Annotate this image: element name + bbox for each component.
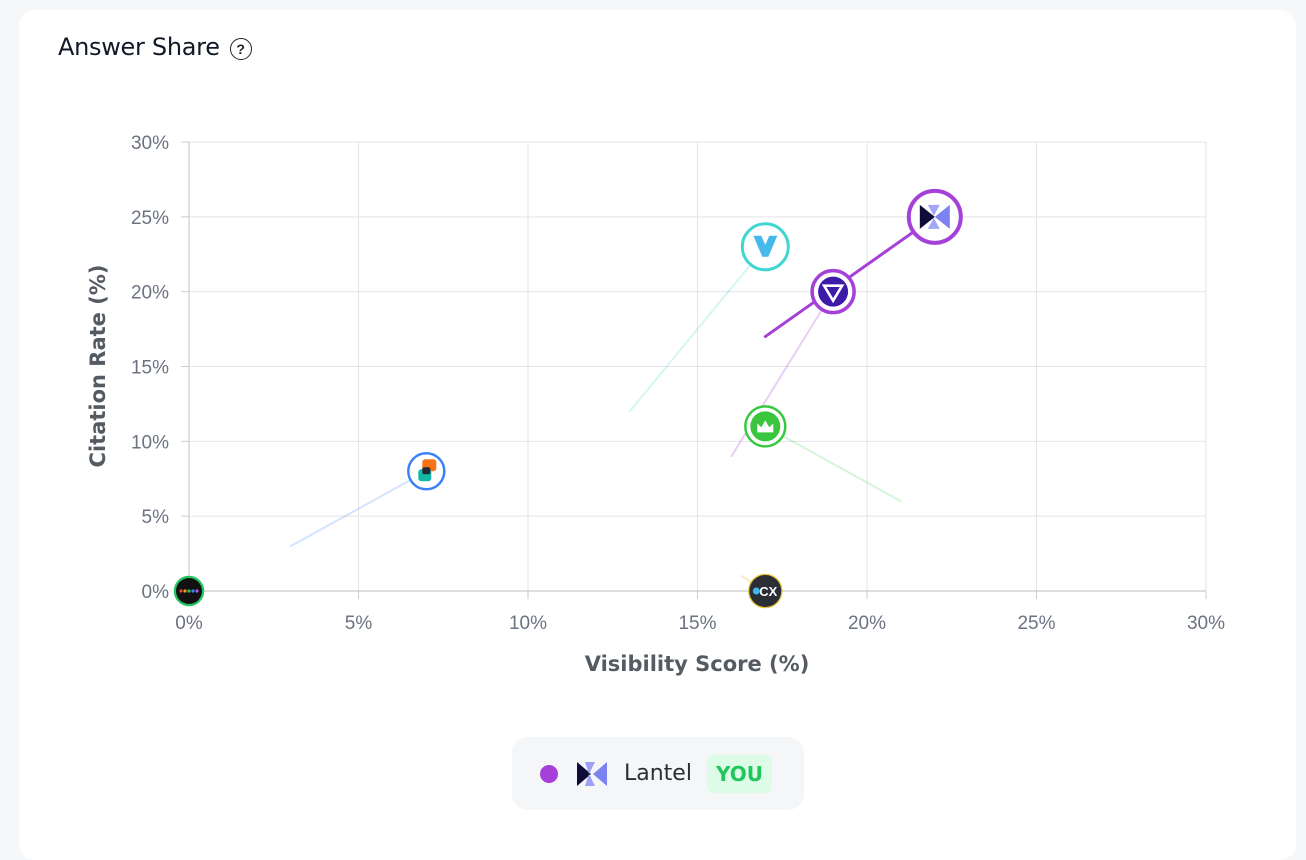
answer-share-card <box>19 10 1296 860</box>
y-axis-title: Citation Rate (%) <box>86 265 110 468</box>
trail-v-logo <box>628 245 767 413</box>
inverted-triangle-logo-icon <box>818 276 849 307</box>
lantel-logo-icon <box>575 760 609 788</box>
lantel-logo-icon <box>919 204 950 229</box>
orange-teal-blocks-logo-icon <box>418 459 437 482</box>
chart-legend: Lantel YOU <box>512 737 804 810</box>
svg-text:CX: CX <box>759 584 777 599</box>
question-circle-icon[interactable]: ? <box>229 37 252 60</box>
x-tick-label: 20% <box>848 613 886 634</box>
green-crown-logo-icon <box>750 411 781 442</box>
y-tick-label: 10% <box>131 432 169 453</box>
page-title: Answer Share <box>58 33 220 61</box>
x-tick-label: 5% <box>345 613 373 634</box>
point-cx-logo: CX <box>748 573 783 609</box>
v-logo-icon <box>753 235 778 257</box>
y-tick-label: 25% <box>131 208 169 229</box>
trail-orange-teal-blocks-logo <box>289 470 428 548</box>
x-tick-label: 25% <box>1017 613 1055 634</box>
legend-color-dot <box>540 764 558 783</box>
x-axis-title: Visibility Score (%) <box>585 652 810 676</box>
cx-logo-icon: CX <box>749 575 782 607</box>
point-green-crown-logo <box>744 405 787 448</box>
x-tick-label: 10% <box>509 613 547 634</box>
point-orange-teal-blocks-logo <box>407 452 446 491</box>
y-tick-label: 0% <box>142 582 170 603</box>
x-tick-label: 30% <box>1187 613 1225 634</box>
chart-grid <box>188 141 1207 592</box>
point-inverted-triangle-logo <box>810 268 856 315</box>
y-tick-label: 5% <box>142 507 170 528</box>
legend-label: Lantel <box>624 761 692 786</box>
x-tick-label: 0% <box>175 613 203 634</box>
dots-logo-icon <box>176 578 202 604</box>
trail-green-crown-logo <box>764 425 902 503</box>
x-tick-label: 15% <box>678 613 716 634</box>
chart-axes: 0% 5% 10% 15% 20% 25% 30% 0% 5% 10% 15% 20% 25% 30% <box>131 133 1225 634</box>
chart-points: CX <box>173 188 963 609</box>
point-dots-logo <box>173 575 205 607</box>
y-tick-label: 15% <box>131 358 169 379</box>
y-tick-label: 30% <box>131 133 169 154</box>
you-badge: YOU <box>706 754 772 793</box>
header: Answer Share ? <box>58 33 252 61</box>
point-v-logo <box>740 222 790 272</box>
y-tick-label: 20% <box>131 283 169 304</box>
point-lantel-logo <box>906 188 963 245</box>
